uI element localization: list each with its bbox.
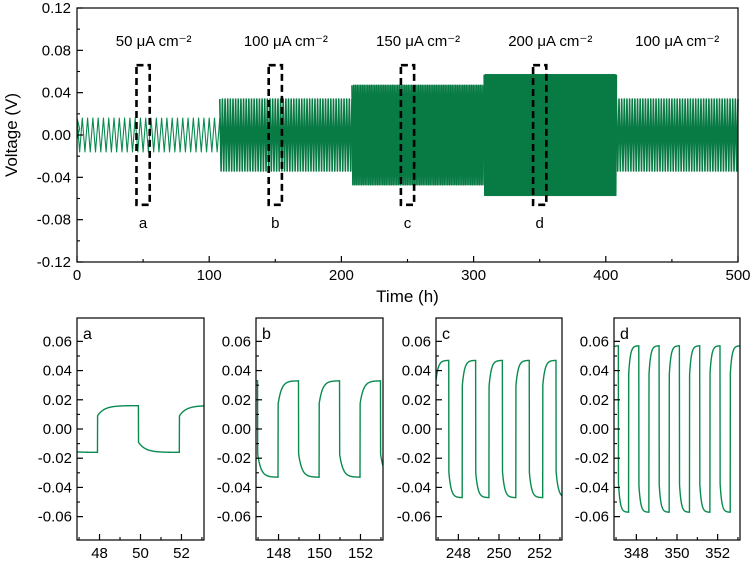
panel-d-x-tick-label: 350: [664, 545, 689, 561]
panel-a-frame: [76, 317, 205, 541]
panel-c-y-tick-label: 0.00: [402, 421, 431, 438]
panel-d-x-tick-label: 348: [624, 545, 649, 561]
main-y-tick-label: 0.12: [42, 0, 71, 17]
highlight-box-c: [399, 63, 416, 207]
main-y-tick-label: -0.12: [37, 254, 71, 271]
panel-b-y-tick-label: 0.00: [222, 421, 251, 438]
panel-c: [435, 317, 563, 541]
panel-a-series: [77, 404, 204, 454]
panel-b-x-tick-label: 148: [266, 545, 291, 561]
highlight-box-d: [531, 63, 548, 207]
panel-c-y-tick-label: -0.04: [397, 479, 431, 496]
main-y-tick-label: 0.08: [42, 42, 71, 59]
segment-label-2: 100 μA cm⁻²: [244, 33, 328, 50]
segment-label-4: 200 μA cm⁻²: [508, 33, 592, 50]
main-x-tick-label: 200: [329, 267, 354, 284]
highlight-box-b: [267, 63, 284, 207]
series-segment-4: [483, 73, 618, 197]
panel-a-letter: a: [83, 326, 92, 343]
main-y-tick-label: -0.08: [37, 212, 71, 229]
panel-d-series: [614, 345, 740, 513]
panel-d-y-tick-label: 0.04: [580, 363, 609, 380]
panel-b-x-tick-label: 152: [348, 545, 373, 561]
series-segment-1: [76, 117, 221, 153]
panel-a-y-tick-label: 0.00: [43, 421, 72, 438]
panel-a-y-tick-label: 0.06: [43, 333, 72, 350]
highlight-box-a: [135, 63, 152, 207]
panel-d-y-tick-label: -0.06: [575, 509, 609, 526]
panel-a-y-tick-label: 0.04: [43, 363, 72, 380]
highlight-box-letter-a: a: [139, 215, 148, 232]
panel-b-y-tick-label: -0.06: [217, 509, 251, 526]
panel-b-letter: b: [262, 326, 271, 343]
series-segment-3: [351, 84, 485, 186]
panel-a-x-tick-label: 52: [173, 545, 190, 561]
panel-b-series: [256, 380, 383, 478]
panel-a-y-tick-label: -0.02: [38, 450, 72, 467]
series-segment-2: [218, 98, 353, 172]
panel-d-y-tick-label: 0.02: [580, 392, 609, 409]
highlight-box-letter-d: d: [536, 215, 544, 232]
panel-c-x-tick-label: 248: [446, 545, 471, 561]
panel-b-x-tick-label: 150: [307, 545, 332, 561]
panel-a: [76, 317, 205, 541]
panel-d-y-tick-label: 0.06: [580, 333, 609, 350]
panel-a-x-tick-label: 48: [91, 545, 108, 561]
panel-d-y-tick-label: 0.00: [580, 421, 609, 438]
main-x-tick-label: 400: [593, 267, 618, 284]
main-x-tick-label: 300: [461, 267, 486, 284]
segment-label-3: 150 μA cm⁻²: [376, 33, 460, 50]
panel-d-y-tick-label: -0.04: [575, 479, 609, 496]
panel-d-x-tick-label: 352: [705, 545, 730, 561]
panel-d-y-tick-label: -0.02: [575, 450, 609, 467]
panel-c-x-tick-label: 250: [486, 545, 511, 561]
panel-c-y-tick-label: 0.04: [402, 363, 431, 380]
main-x-tick-label: 500: [725, 267, 750, 284]
panel-a-x-tick-label: 50: [132, 545, 149, 561]
panel-b-y-tick-label: 0.04: [222, 363, 251, 380]
main-x-axis-title: Time (h): [376, 287, 439, 306]
main-x-tick-label: 100: [197, 267, 222, 284]
panel-d: [613, 317, 741, 541]
panel-c-y-tick-label: -0.02: [397, 450, 431, 467]
panel-b-y-tick-label: -0.04: [217, 479, 251, 496]
panel-a-y-tick-label: -0.04: [38, 479, 72, 496]
main-y-axis-title: Voltage (V): [2, 93, 21, 177]
panel-b-y-tick-label: 0.06: [222, 333, 251, 350]
panel-b: [255, 317, 384, 541]
main-y-tick-label: 0.04: [42, 85, 71, 102]
main-x-tick-label: 0: [73, 267, 81, 284]
main-y-tick-label: 0.00: [42, 127, 71, 144]
panel-c-y-tick-label: 0.02: [402, 392, 431, 409]
panel-c-x-tick-label: 252: [527, 545, 552, 561]
highlight-box-letter-b: b: [271, 215, 279, 232]
highlight-box-letter-c: c: [404, 215, 412, 232]
series-segment-5: [615, 98, 739, 172]
panel-c-letter: c: [442, 326, 450, 343]
main-y-tick-label: -0.04: [37, 169, 71, 186]
panel-c-y-tick-label: -0.06: [397, 509, 431, 526]
panel-b-y-tick-label: -0.02: [217, 450, 251, 467]
main-chart: [76, 7, 739, 263]
panel-c-y-tick-label: 0.06: [402, 333, 431, 350]
segment-label-5: 100 μA cm⁻²: [635, 33, 719, 50]
panel-d-frame: [613, 317, 741, 541]
panel-d-letter: d: [620, 326, 629, 343]
panel-a-y-tick-label: 0.02: [43, 392, 72, 409]
panel-c-series: [436, 359, 562, 499]
segment-label-1: 50 μA cm⁻²: [116, 33, 192, 50]
panel-a-y-tick-label: -0.06: [38, 509, 72, 526]
panel-b-y-tick-label: 0.02: [222, 392, 251, 409]
